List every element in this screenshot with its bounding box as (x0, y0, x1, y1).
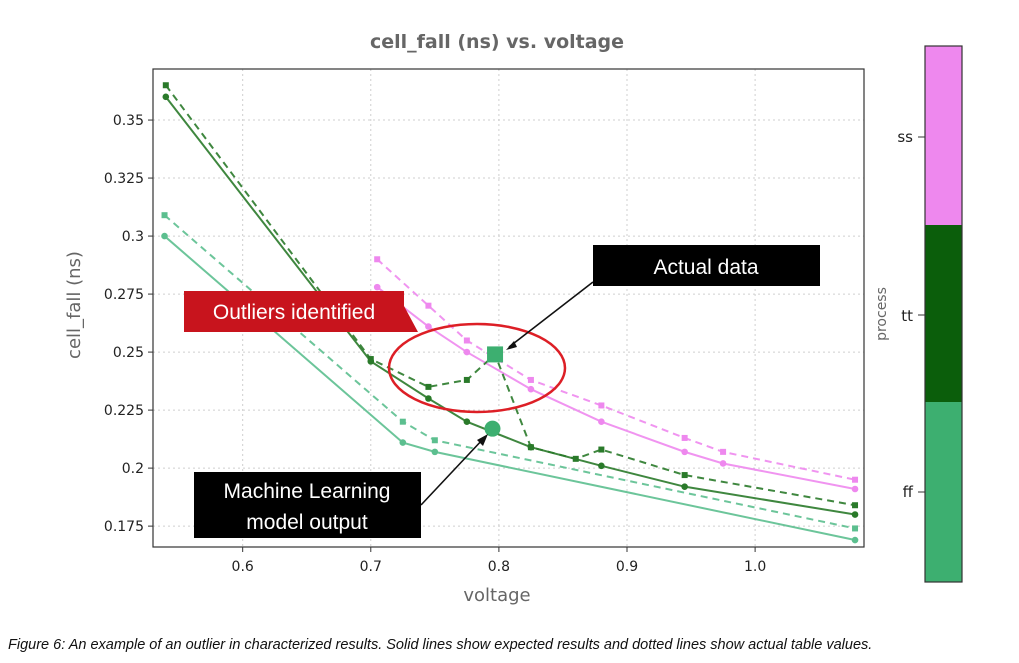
x-axis-label: voltage (463, 585, 530, 606)
callout-ml-line2: model output (246, 511, 368, 534)
data-point-ff-expected (161, 232, 168, 240)
data-point-tt-expected (681, 483, 688, 490)
data-point-tt-actual (463, 376, 470, 383)
outlier-ellipse (387, 322, 567, 414)
y-axis-label: cell_fall (ns) (64, 251, 85, 359)
colorbar-tick-ff: ff (903, 483, 914, 501)
y-tick-label: 0.225 (104, 403, 144, 419)
series-line-ff-solid (163, 235, 856, 542)
x-ticks: 0.6 0.7 0.8 0.9 1.0 (232, 547, 766, 575)
x-tick-label: 0.6 (232, 559, 254, 575)
arrow-actual-data (506, 281, 594, 350)
data-point-ss-expected (425, 323, 432, 330)
colorbar-ff (925, 402, 962, 582)
callout-ml-output: Machine Learning model output (194, 472, 421, 538)
figure-caption: Figure 6: An example of an outlier in ch… (8, 637, 873, 653)
series-line-tt-solid (165, 96, 856, 516)
data-point-tt-actual (598, 446, 605, 453)
marks-layer (161, 82, 859, 544)
data-point-tt-expected (463, 418, 471, 425)
data-point-ss-actual (425, 302, 432, 309)
callout-outliers-text: Outliers identified (213, 301, 375, 324)
data-point-ss-actual (374, 256, 381, 263)
data-point-tt-expected (162, 93, 170, 101)
data-point-ff-actual (852, 525, 859, 532)
callout-outliers: Outliers identified (184, 291, 418, 332)
data-point-ss-actual (681, 434, 688, 441)
y-tick-label: 0.35 (113, 113, 144, 129)
y-ticks: 0.175 0.2 0.225 0.25 0.275 0.3 0.325 0.35 (104, 113, 153, 535)
x-tick-label: 0.9 (616, 559, 638, 575)
data-point-ss-expected (527, 385, 535, 393)
data-point-ss-actual (527, 376, 534, 383)
callout-actual-data: Actual data (593, 245, 820, 286)
y-tick-label: 0.25 (113, 345, 144, 361)
colorbar: ss tt ff process (874, 45, 963, 583)
highlight-actual-data-point (487, 346, 504, 363)
data-point-tt-actual (162, 82, 169, 89)
data-point-ff-expected (399, 439, 407, 446)
data-point-tt-expected (598, 462, 605, 470)
data-point-ff-actual (399, 418, 406, 425)
data-point-tt-actual (527, 444, 534, 451)
x-tick-label: 1.0 (744, 559, 766, 575)
colorbar-ss (925, 46, 962, 225)
series-line-ss-solid (376, 286, 856, 490)
colorbar-tt (925, 225, 962, 402)
data-point-ff-expected (851, 536, 859, 544)
data-point-ss-actual (463, 337, 470, 344)
data-point-ss-expected (719, 460, 727, 467)
data-point-ss-expected (598, 418, 605, 425)
data-point-tt-actual (852, 502, 859, 509)
highlight-ml-output-point (484, 420, 501, 437)
series-layer (163, 84, 856, 542)
data-point-tt-actual (681, 472, 688, 479)
y-tick-label: 0.275 (104, 287, 144, 303)
data-point-ss-expected (463, 348, 471, 356)
data-point-ff-expected (431, 448, 439, 456)
data-point-ff-actual (431, 437, 438, 444)
data-point-tt-expected (851, 511, 859, 518)
plot-frame (152, 68, 865, 548)
series-line-tt-dashed (165, 84, 856, 507)
chart: cell_fall (ns) vs. voltage 0.6 0.7 0.8 0.9 1… (64, 31, 963, 606)
y-tick-label: 0.3 (122, 229, 144, 245)
data-point-ss-actual (598, 402, 605, 409)
callout-ml-line1: Machine Learning (224, 480, 391, 503)
data-point-tt-expected (425, 395, 432, 402)
x-tick-label: 0.7 (360, 559, 382, 575)
series-line-ss-dashed (376, 258, 856, 481)
data-point-ss-actual (852, 476, 859, 483)
callout-actual-data-text: Actual data (653, 256, 758, 279)
x-tick-label: 0.8 (488, 559, 510, 575)
data-point-ss-expected (851, 485, 859, 493)
y-tick-label: 0.175 (104, 519, 144, 535)
data-point-ss-expected (681, 448, 688, 456)
data-point-ff-actual (161, 212, 168, 219)
colorbar-label: process (874, 287, 890, 341)
y-tick-label: 0.325 (104, 171, 144, 187)
y-tick-label: 0.2 (122, 461, 144, 477)
data-point-tt-actual (367, 356, 374, 363)
data-point-ss-expected (373, 283, 381, 291)
data-point-tt-actual (572, 455, 579, 462)
colorbar-tick-tt: tt (901, 307, 913, 325)
data-point-tt-actual (425, 383, 432, 390)
colorbar-tick-ss: ss (897, 128, 913, 146)
chart-title: cell_fall (ns) vs. voltage (370, 31, 624, 53)
data-point-ss-actual (720, 448, 727, 455)
arrow-ml-output (420, 434, 488, 506)
